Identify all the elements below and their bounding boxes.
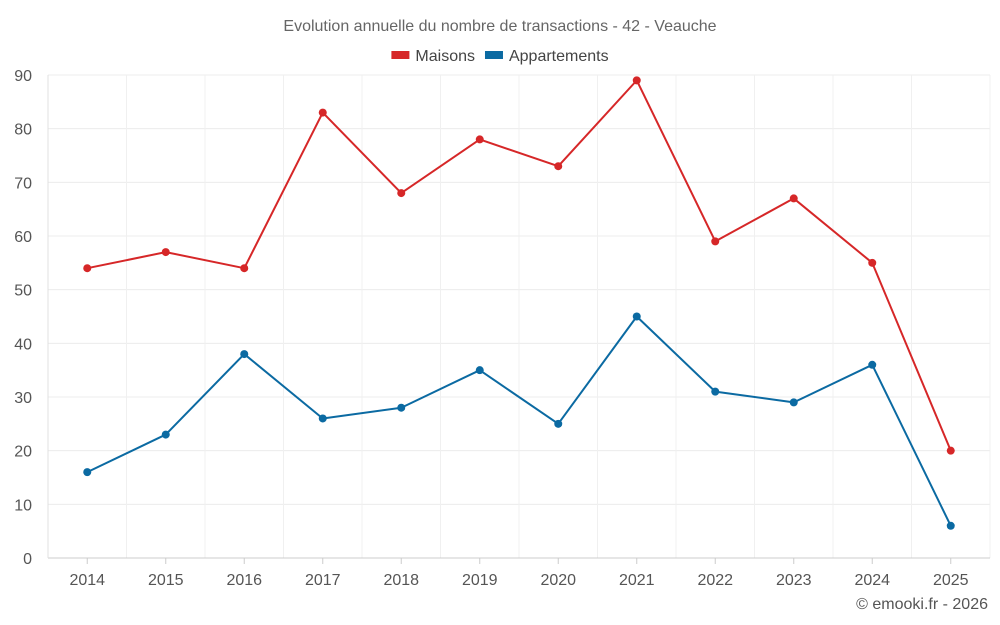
x-axis-ticks: 2014 2015 2016 2017 2018 2019 2020 2021 2022 2023…: [69, 558, 969, 589]
data-point-appartements: [397, 403, 406, 412]
x-tick-label: 2014: [69, 572, 105, 589]
x-tick-label: 2015: [148, 572, 184, 589]
y-tick-label: 10: [14, 497, 32, 514]
data-point-maisons: [475, 135, 484, 144]
data-point-maisons: [711, 237, 720, 246]
y-tick-label: 70: [14, 175, 32, 192]
x-tick-label: 2025: [933, 572, 969, 589]
x-tick-label: 2020: [540, 572, 576, 589]
series-group: [83, 76, 955, 530]
y-tick-label: 30: [14, 390, 32, 407]
y-tick-label: 0: [23, 551, 32, 568]
legend-swatch-maisons: [391, 51, 410, 59]
y-axis-ticks: 0 10 20 30 40 50 60 70 80 90: [14, 68, 32, 568]
y-tick-label: 80: [14, 122, 32, 139]
legend-label-maisons: Maisons: [415, 48, 475, 65]
data-point-appartements: [475, 366, 484, 375]
legend-label-appartements: Appartements: [509, 48, 609, 65]
chart-title: Evolution annuelle du nombre de transact…: [283, 18, 716, 35]
data-point-maisons: [83, 264, 92, 273]
footer-credit: © emooki.fr - 2026: [856, 596, 988, 613]
x-tick-label: 2023: [776, 572, 812, 589]
y-tick-label: 50: [14, 283, 32, 300]
data-point-appartements: [946, 521, 955, 530]
data-point-maisons: [632, 76, 641, 85]
legend-swatch-appartements: [484, 51, 503, 59]
data-point-maisons: [318, 108, 327, 117]
y-tick-label: 20: [14, 444, 32, 461]
data-point-maisons: [554, 162, 563, 171]
data-point-maisons: [161, 248, 170, 257]
data-point-maisons: [868, 258, 877, 267]
y-tick-label: 40: [14, 336, 32, 353]
data-point-maisons: [789, 194, 798, 203]
x-tick-label: 2018: [383, 572, 419, 589]
data-point-appartements: [789, 398, 798, 407]
x-tick-label: 2019: [462, 572, 498, 589]
data-point-appartements: [711, 387, 720, 396]
data-point-appartements: [161, 430, 170, 439]
data-point-appartements: [632, 312, 641, 321]
data-point-appartements: [868, 360, 877, 369]
x-tick-label: 2016: [226, 572, 262, 589]
grid-lines: [47, 74, 991, 559]
data-point-appartements: [240, 350, 249, 359]
data-point-maisons: [397, 189, 406, 198]
data-point-appartements: [83, 468, 92, 477]
y-tick-label: 60: [14, 229, 32, 246]
x-tick-label: 2021: [619, 572, 655, 589]
data-point-appartements: [318, 414, 327, 423]
y-tick-label: 90: [14, 68, 32, 85]
legend: Maisons Appartements: [391, 48, 609, 65]
series-line-maisons: [87, 79, 952, 452]
x-tick-label: 2017: [305, 572, 341, 589]
series-line-appartements: [86, 315, 952, 527]
x-tick-label: 2024: [854, 572, 890, 589]
x-tick-label: 2022: [697, 572, 733, 589]
data-point-maisons: [946, 446, 955, 455]
data-point-maisons: [240, 264, 249, 273]
axes: [47, 75, 990, 559]
data-point-appartements: [554, 419, 563, 428]
